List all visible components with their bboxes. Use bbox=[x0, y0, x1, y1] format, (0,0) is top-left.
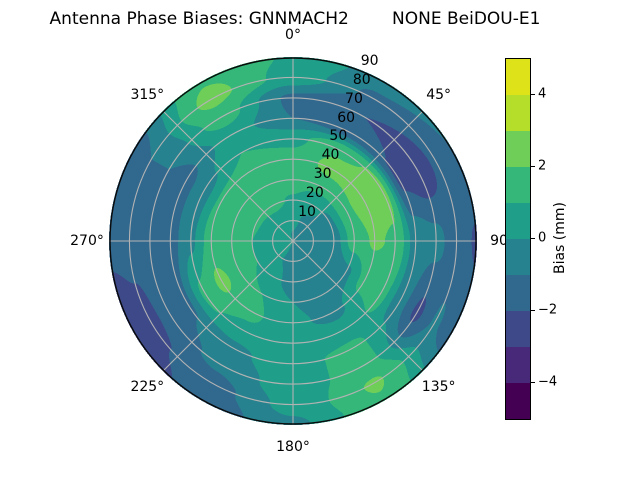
radial-tick-label: 60 bbox=[337, 109, 356, 126]
colorbar-tick-label: 0 bbox=[538, 230, 547, 246]
radial-tick-label: 30 bbox=[313, 166, 332, 183]
angular-tick-label: 0° bbox=[285, 27, 301, 43]
radial-tick-label: 50 bbox=[329, 128, 348, 145]
colorbar-swatch bbox=[506, 131, 530, 167]
radial-tick-label: 90 bbox=[360, 52, 379, 69]
radial-tick-label: 20 bbox=[305, 185, 324, 202]
colorbar-swatch bbox=[506, 383, 530, 419]
colorbar-swatch bbox=[506, 239, 530, 275]
colorbar-swatch bbox=[506, 95, 530, 131]
angular-tick-label: 270° bbox=[70, 233, 104, 249]
radial-tick-label: 80 bbox=[352, 71, 371, 88]
polar-contour-plot bbox=[109, 57, 477, 425]
angular-tick-label: 135° bbox=[421, 378, 456, 395]
angular-tick-label: 45° bbox=[426, 87, 452, 104]
colorbar-tick-label: −2 bbox=[538, 302, 558, 318]
colorbar-tickmark bbox=[531, 238, 535, 239]
angular-tick-label: 315° bbox=[130, 87, 165, 104]
radial-tick-label: 70 bbox=[345, 90, 363, 107]
colorbar-swatch bbox=[506, 203, 530, 239]
colorbar-tickmark bbox=[531, 166, 535, 167]
angular-tick-label: 180° bbox=[276, 439, 310, 455]
colorbar-swatch bbox=[506, 311, 530, 347]
angular-tick-label: 90 bbox=[490, 233, 508, 249]
colorbar-swatch bbox=[506, 275, 530, 311]
colorbar-swatch bbox=[506, 347, 530, 383]
colorbar-tick-label: 2 bbox=[538, 158, 547, 174]
angular-tick-label: 225° bbox=[130, 378, 165, 395]
colorbar-tickmark bbox=[531, 310, 535, 311]
colorbar-tick-label: −4 bbox=[538, 374, 558, 390]
colorbar-tickmark bbox=[531, 94, 535, 95]
radial-tick-label: 10 bbox=[298, 203, 316, 220]
colorbar-swatch bbox=[506, 59, 530, 95]
colorbar-swatch bbox=[506, 167, 530, 203]
radial-tick-label: 40 bbox=[321, 147, 340, 164]
colorbar-tickmark bbox=[531, 382, 535, 383]
colorbar-label: Bias (mm) bbox=[552, 201, 568, 275]
colorbar-tick-label: 4 bbox=[538, 86, 547, 102]
colorbar bbox=[505, 58, 531, 420]
plot-title: Antenna Phase Biases: GNNMACH2 NONE BeiD… bbox=[49, 9, 541, 29]
